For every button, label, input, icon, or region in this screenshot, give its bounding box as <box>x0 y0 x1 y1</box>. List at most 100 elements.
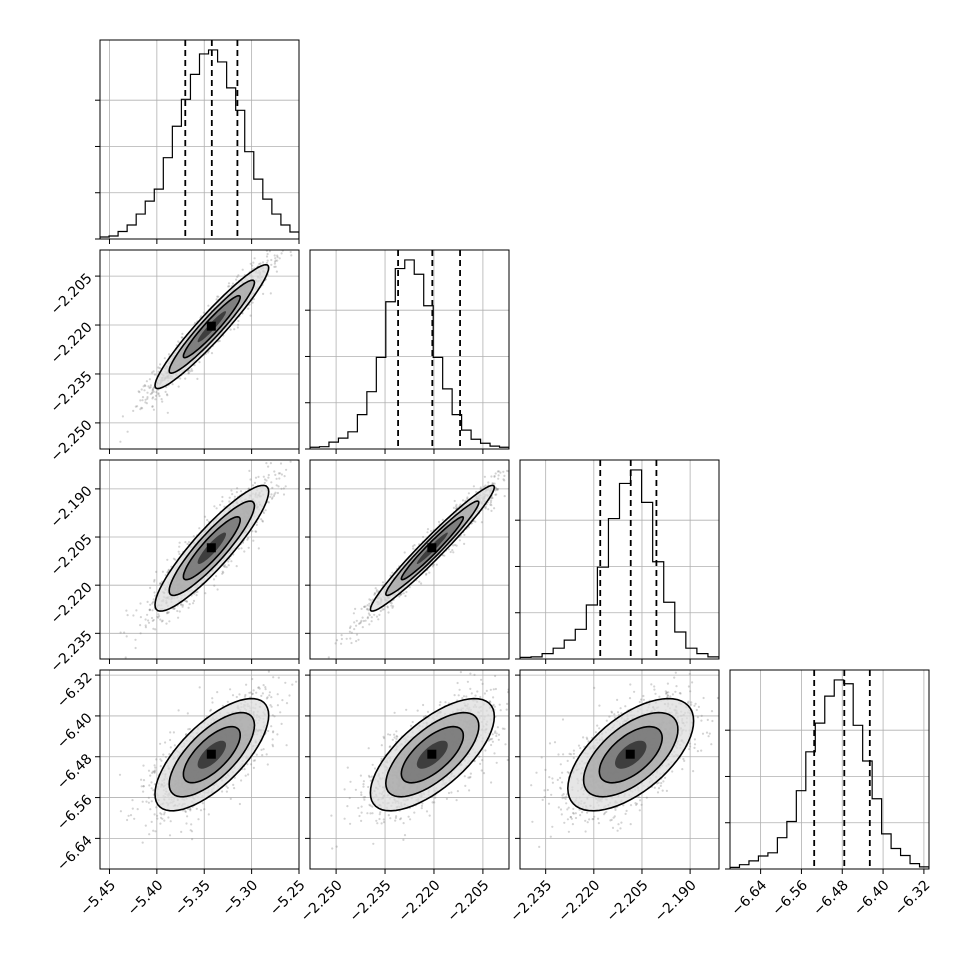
scatter-point <box>134 646 137 650</box>
scatter-point <box>352 612 355 615</box>
scatter-point <box>492 482 495 485</box>
scatter-point <box>152 627 155 630</box>
scatter-point <box>166 611 169 614</box>
scatter-point <box>349 625 352 628</box>
scatter-point <box>267 465 270 468</box>
scatter-point <box>144 618 147 621</box>
scatter-point <box>375 615 379 618</box>
density-peak <box>206 321 216 331</box>
scatter-point <box>276 254 279 257</box>
scatter-point <box>151 388 154 391</box>
scatter-point <box>491 496 494 500</box>
scatter-point <box>152 618 155 622</box>
scatter-point <box>274 257 277 260</box>
scatter-point <box>227 282 231 285</box>
scatter-point <box>483 485 486 488</box>
scatter-point <box>139 624 142 627</box>
scatter-point <box>213 584 216 587</box>
scatter-point <box>497 487 500 491</box>
scatter-point <box>164 390 167 393</box>
scatter-point <box>159 582 162 585</box>
scatter-point <box>269 495 272 498</box>
scatter-point <box>269 462 272 465</box>
scatter-point <box>390 604 393 607</box>
scatter-point <box>510 479 512 481</box>
scatter-point <box>265 255 269 258</box>
scatter-point <box>149 384 152 387</box>
scatter-point <box>139 616 142 619</box>
scatter-point <box>228 285 231 288</box>
scatter-point <box>152 387 155 390</box>
scatter-point <box>247 487 250 490</box>
scatter-point <box>237 323 240 326</box>
scatter-point <box>387 611 390 614</box>
scatter-point <box>314 415 316 417</box>
scatter-point <box>157 366 160 369</box>
scatter-point <box>432 563 435 566</box>
scatter-point <box>280 473 283 476</box>
scatter-point <box>179 603 183 606</box>
scatter-point <box>467 526 470 529</box>
scatter-point <box>258 244 260 246</box>
scatter-point <box>273 470 276 473</box>
scatter-point <box>178 552 181 556</box>
scatter-point <box>180 603 183 606</box>
scatter-point <box>443 554 446 557</box>
scatter-point <box>369 599 372 602</box>
scatter-point <box>265 462 268 465</box>
scatter-point <box>222 571 225 574</box>
scatter-point <box>487 481 490 484</box>
scatter-point <box>185 600 189 603</box>
scatter-point <box>451 549 454 552</box>
scatter-point <box>511 480 513 482</box>
scatter-point <box>202 311 205 314</box>
scatter-point <box>503 479 506 482</box>
scatter-point <box>146 397 149 400</box>
scatter-point <box>290 254 293 257</box>
scatter-point <box>360 607 363 611</box>
scatter-point <box>269 292 272 295</box>
scatter-point <box>251 530 254 533</box>
scatter-point <box>447 548 450 551</box>
scatter-point <box>381 581 385 584</box>
scatter-point <box>155 570 158 574</box>
hist-step-line <box>310 259 509 449</box>
hist-step-line <box>730 679 929 869</box>
scatter-point <box>161 619 164 622</box>
scatter-point <box>248 469 251 472</box>
scatter-point <box>375 590 378 593</box>
scatter-point <box>173 607 176 610</box>
scatter-point <box>144 824 147 827</box>
scatter-point <box>490 499 493 502</box>
scatter-point <box>196 590 199 594</box>
scatter-point <box>146 613 149 616</box>
scatter-point <box>296 224 298 226</box>
scatter-point <box>252 261 255 264</box>
scatter-point <box>243 550 246 553</box>
scatter-point <box>152 370 155 373</box>
scatter-point <box>275 484 278 487</box>
scatter-point <box>157 393 160 396</box>
scatter-point <box>145 402 148 405</box>
scatter-point <box>494 486 498 489</box>
scatter-point <box>249 314 252 317</box>
hist-panel-0 <box>100 40 299 239</box>
scatter-point <box>398 595 401 598</box>
scatter-point <box>373 593 376 596</box>
scatter-point <box>484 507 487 510</box>
scatter-point <box>386 606 389 609</box>
scatter-point <box>267 501 270 504</box>
scatter-point <box>140 406 143 409</box>
scatter-point <box>147 619 150 622</box>
scatter-point <box>355 619 358 622</box>
scatter-point <box>223 564 226 567</box>
scatter-point <box>360 619 363 623</box>
scatter-point <box>283 475 286 478</box>
scatter-point <box>119 631 122 634</box>
scatter-point <box>144 626 147 629</box>
scatter-point <box>270 493 273 496</box>
scatter-point <box>490 509 493 512</box>
scatter-point <box>178 610 181 613</box>
scatter-point <box>249 478 252 481</box>
scatter-point <box>273 260 277 263</box>
